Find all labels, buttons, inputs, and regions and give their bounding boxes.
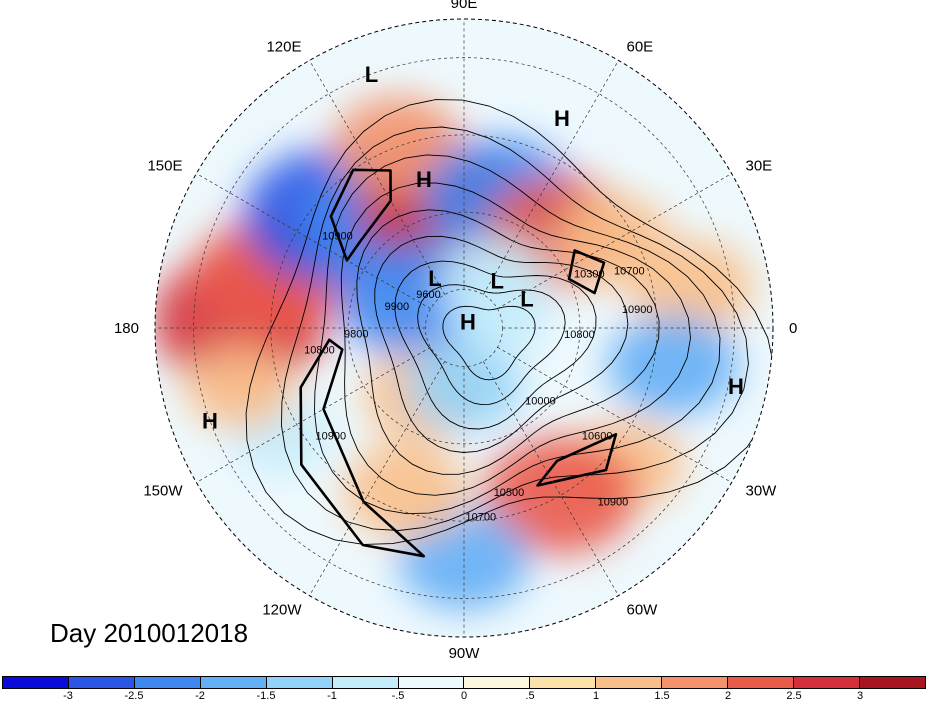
height-contour [356,209,660,475]
colorbar-tick-label: -3 [63,690,73,702]
colorbar-swatch [794,677,860,688]
longitude-label: 120E [266,39,301,56]
contour-label: 9800 [344,328,368,340]
colorbar-swatch [464,677,531,688]
height-contour [245,99,773,545]
contour-label: 10900 [316,431,347,443]
height-contour [314,154,721,515]
longitude-label: 30W [746,483,778,500]
low-pressure-label: L [365,62,378,87]
longitude-label: 0 [789,320,797,337]
height-contour [442,305,536,381]
high-pressure-label: H [416,167,432,192]
jet-contour [536,433,618,487]
contour-label: 9600 [416,289,440,301]
colorbar-tick-label: -2 [195,690,205,702]
anomaly-blob [484,436,638,555]
high-pressure-label: H [728,374,744,399]
colorbar-swatch [266,677,333,688]
high-pressure-label: H [554,106,570,131]
contour-label: 10800 [304,344,335,356]
colorbar-swatch [530,677,597,688]
colorbar-tick-label: 3 [856,690,864,702]
height-contour [281,126,749,531]
latitude-circle [347,211,581,445]
colorbar-tick-label: -1 [327,690,337,702]
lat-lon-grid [154,18,774,638]
height-contour [417,284,566,406]
contour-label: 10600 [582,431,613,443]
jet-contour [299,338,426,558]
high-pressure-label: H [460,309,476,334]
colorbar-tick-label: 1.5 [654,690,670,702]
contour-label: 10900 [622,304,653,316]
colorbar-tick-label: .5 [525,690,535,702]
height-contours: 10900 9900 9600 9800 10900 10800 10000 10500 107… [245,99,773,558]
latitude-circle [270,134,658,522]
colorbar-tick-label: 1 [592,690,600,702]
day-label: Day 2010012018 [50,618,249,648]
colorbar-swatch [398,677,465,688]
longitude-label: 30E [746,158,773,175]
low-pressure-label: L [520,287,533,312]
colorbar-swatch [68,677,135,688]
colorbar-tick-labels: -3 -2.5 -2 -1.5 -1 -.5 0 .5 1 1.5 2 2.5 3 [0,690,928,702]
high-pressure-label: H [202,409,218,434]
anomaly-blob [607,314,739,416]
colorbar-swatch [3,677,69,688]
colorbar-tick-label: -.5 [391,690,405,702]
contour-label: 10500 [494,487,525,499]
colorbar [2,676,926,689]
colorbar-tick-label: 0 [460,690,468,702]
contour-label: 10000 [525,395,556,407]
longitude-label: 150E [147,158,182,175]
contour-label: 10900 [598,497,629,509]
colorbar-tick-label: -2.5 [124,690,144,702]
colorbar-swatch [332,677,399,688]
map-boundary [154,18,774,638]
height-contour [394,260,597,430]
contour-label: 9900 [385,301,409,313]
colorbar-swatch [134,677,201,688]
jet-contour [329,168,392,262]
latitude-circle [193,57,735,599]
longitude-label: 90W [449,645,481,662]
colorbar-swatch [596,677,663,688]
jet-contour [567,249,606,295]
colorbar-swatch [859,677,925,688]
colorbar-swatch [200,677,267,688]
longitude-label: 120W [262,602,302,619]
contour-label: 10900 [322,230,353,242]
longitude-label: 60W [627,602,659,619]
longitude-label: 60E [627,39,654,56]
low-pressure-label: L [428,266,441,291]
anomaly-blob [185,345,295,430]
low-pressure-label: L [490,269,503,294]
map-labels: 90E60E30E030W60W90W120W150W180150E120ELH… [114,0,797,662]
colorbar-tick-label: 2.5 [786,690,802,702]
colorbar-swatch [662,677,729,688]
contour-label: 10700 [466,511,497,523]
colorbar-swatch [728,677,795,688]
height-contour [340,182,691,496]
anomaly-blob [342,443,467,539]
contour-label: 10700 [614,265,645,277]
longitude-label: 180 [114,320,139,337]
longitude-label: 150W [143,483,183,500]
anomaly-blob [630,240,755,336]
colorbar-tick-label: -1.5 [256,690,276,702]
colorbar-tick-label: 2 [724,690,732,702]
contour-label: 10300 [574,268,605,280]
height-contour [374,235,629,453]
longitude-label: 90E [451,0,478,12]
